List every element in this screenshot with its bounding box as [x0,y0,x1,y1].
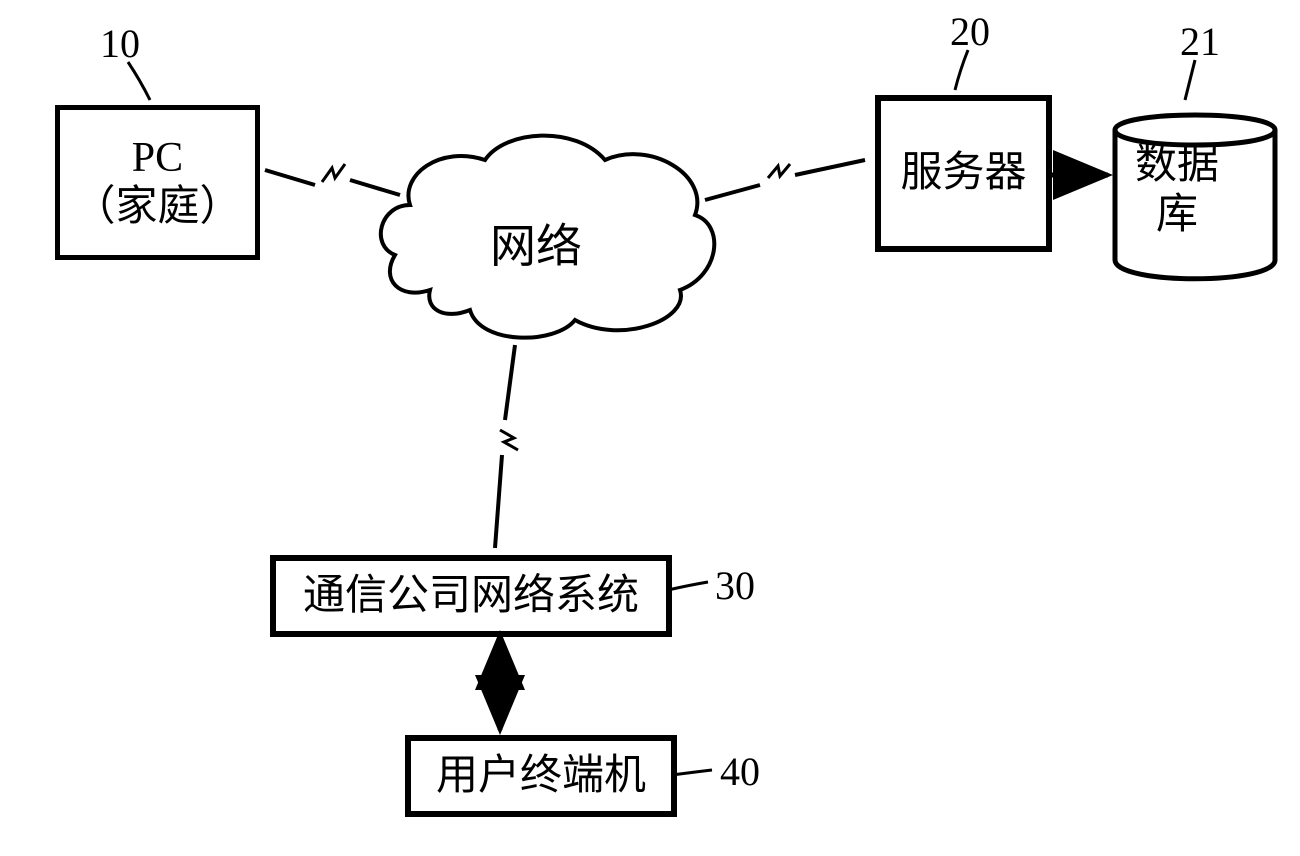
db-label-line2: 库 [1156,192,1198,238]
link-network-server [705,160,865,200]
telecom-label: 通信公司网络系统 [303,572,639,620]
server-label: 服务器 [900,149,1026,197]
network-label: 网络 [490,210,582,276]
terminal-node: 用户终端机 [405,735,677,817]
pc-label-line1: PC [132,135,183,181]
link-network-telecom [495,345,518,548]
link-pc-network [265,164,400,195]
ref-30: 30 [715,562,755,609]
pc-label-line2: （家庭） [73,184,241,230]
ref-40: 40 [720,748,760,795]
server-node: 服务器 [875,95,1052,252]
terminal-label: 用户终端机 [436,752,646,800]
db-label-line1: 数据 [1135,142,1219,188]
ref-10: 10 [100,20,140,67]
ref-20: 20 [950,8,990,55]
db-label: 数据 库 [1135,140,1219,241]
pc-node: PC （家庭） [55,105,260,260]
ref-21: 21 [1180,18,1220,65]
telecom-node: 通信公司网络系统 [270,555,672,637]
diagram-canvas: { "nodes": { "pc": { "label_line1": "PC"… [0,0,1300,856]
